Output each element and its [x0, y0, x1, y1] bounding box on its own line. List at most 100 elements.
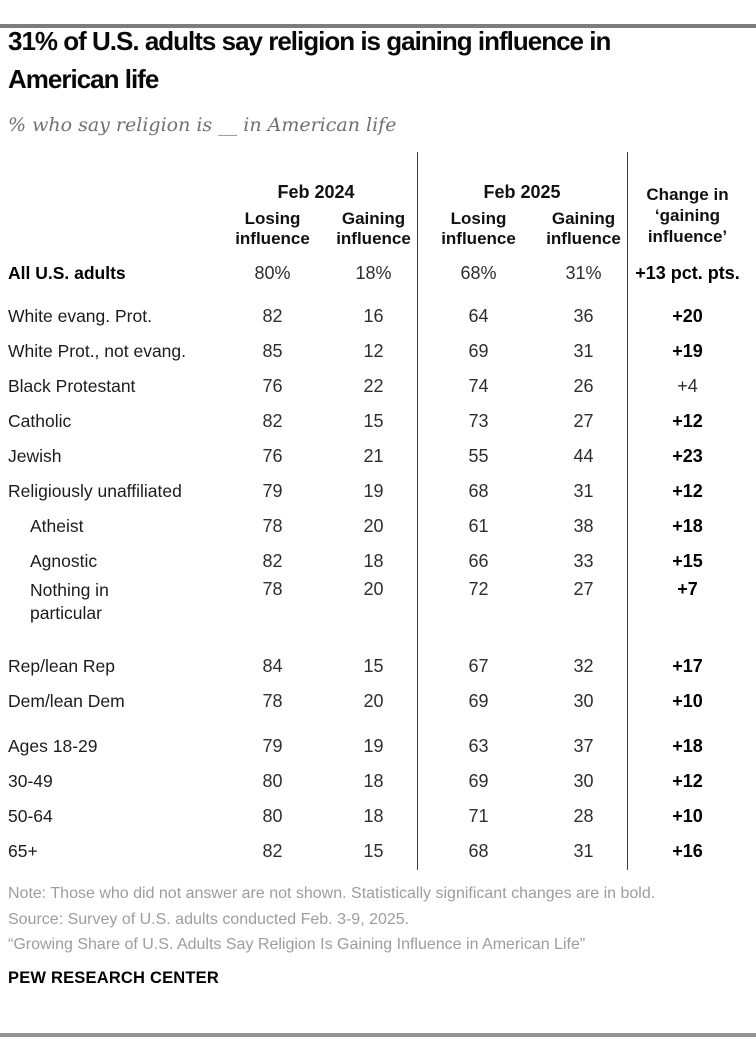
- change-cell: +19: [672, 341, 703, 361]
- change-cell: +15: [672, 551, 703, 571]
- value-cell: 19: [363, 736, 384, 756]
- value-cell: 32: [573, 656, 594, 676]
- value-cell: 61: [468, 516, 489, 536]
- table-row: Black Protestant 76 22 74 26 +4: [8, 369, 748, 404]
- report-title-line: “Growing Share of U.S. Adults Say Religi…: [8, 936, 586, 953]
- value-cell: 55: [468, 446, 489, 466]
- row-label: Rep/lean Rep: [8, 656, 116, 676]
- value-cell: 16: [363, 306, 384, 326]
- source-line: Source: Survey of U.S. adults conducted …: [8, 910, 410, 928]
- table-row: 50-64 80 18 71 28 +10: [8, 799, 748, 834]
- change-cell: +16: [672, 841, 703, 861]
- value-cell: 26: [573, 376, 594, 396]
- value-cell: 18: [363, 551, 384, 571]
- change-cell: +12: [672, 771, 703, 791]
- value-cell: 69: [468, 691, 489, 711]
- value-cell: 37: [573, 736, 594, 756]
- value-cell: 66: [468, 551, 489, 571]
- column-header-2024-gaining: Gaining influence: [336, 209, 411, 248]
- value-cell: 82: [262, 841, 283, 861]
- value-cell: 31%: [565, 262, 602, 283]
- change-cell: +10: [672, 691, 703, 711]
- value-cell: 20: [363, 579, 384, 599]
- value-cell: 18: [363, 771, 384, 791]
- column-header-2024-losing: Losing influence: [235, 209, 310, 248]
- row-label: 65+: [8, 841, 38, 861]
- value-cell: 12: [363, 341, 384, 361]
- value-cell: 74: [468, 376, 489, 396]
- value-cell: 15: [363, 841, 384, 861]
- value-cell: 68: [468, 481, 489, 501]
- change-cell: +18: [672, 736, 703, 756]
- value-cell: 73: [468, 411, 489, 431]
- row-label: Religiously unaffiliated: [8, 481, 182, 501]
- data-table: Feb 2024 Feb 2025 Change in ‘gaining inf…: [8, 152, 748, 870]
- row-label: Dem/lean Dem: [8, 691, 125, 711]
- value-cell: 44: [573, 446, 594, 466]
- value-cell: 78: [262, 691, 283, 711]
- chart-subtitle: % who say religion is __ in American lif…: [8, 114, 397, 136]
- table-body: All U.S. adults 80% 18% 68% 31% +13 pct. pts.…: [8, 257, 748, 869]
- row-label: Nothing in particular: [30, 580, 109, 623]
- report-card: 31% of U.S. adults say religion is gaini…: [0, 22, 756, 988]
- row-label: Ages 18-29: [8, 736, 98, 756]
- value-cell: 15: [363, 656, 384, 676]
- pew-research-center-logo: PEW RESEARCH CENTER: [8, 968, 219, 987]
- value-cell: 19: [363, 481, 384, 501]
- column-header-2025-losing: Losing influence: [441, 209, 516, 248]
- value-cell: 76: [262, 446, 283, 466]
- value-cell: 69: [468, 771, 489, 791]
- value-cell: 20: [363, 691, 384, 711]
- column-group-feb-2024: Feb 2024: [277, 182, 355, 202]
- value-cell: 85: [262, 341, 283, 361]
- value-cell: 80%: [254, 262, 291, 283]
- change-cell: +7: [677, 579, 698, 599]
- value-cell: 30: [573, 691, 594, 711]
- row-label: Atheist: [30, 516, 84, 536]
- value-cell: 78: [262, 516, 283, 536]
- value-cell: 31: [573, 481, 594, 501]
- change-cell: +4: [677, 376, 698, 396]
- value-cell: 20: [363, 516, 384, 536]
- change-cell: +18: [672, 516, 703, 536]
- table-row: Dem/lean Dem 78 20 69 30 +10: [8, 684, 748, 719]
- row-label: 50-64: [8, 806, 53, 826]
- table-row: All U.S. adults 80% 18% 68% 31% +13 pct. pts.: [8, 257, 748, 289]
- value-cell: 78: [262, 579, 283, 599]
- row-label: Jewish: [8, 446, 62, 466]
- value-cell: 30: [573, 771, 594, 791]
- column-group-feb-2025: Feb 2025: [483, 182, 561, 202]
- value-cell: 27: [573, 579, 594, 599]
- value-cell: 18%: [355, 262, 392, 283]
- value-cell: 82: [262, 306, 283, 326]
- note-line: Note: Those who did not answer are not s…: [8, 885, 656, 902]
- page-title: 31% of U.S. adults say religion is gaini…: [8, 26, 611, 94]
- row-label: Agnostic: [30, 551, 98, 571]
- table-row: Atheist 78 20 61 38 +18: [8, 509, 748, 544]
- top-rule: [0, 24, 756, 28]
- row-label: Black Protestant: [8, 376, 136, 396]
- column-header-change: Change in ‘gaining influence’: [646, 185, 729, 246]
- table-row: White evang. Prot. 82 16 64 36 +20: [8, 299, 748, 334]
- change-cell: +10: [672, 806, 703, 826]
- table-row: Nothing in particular 78 20 72 27 +7: [8, 579, 748, 639]
- column-divider-2: [627, 152, 628, 870]
- table-header: Feb 2024 Feb 2025 Change in ‘gaining inf…: [8, 152, 748, 249]
- table-row: Jewish 76 21 55 44 +23: [8, 439, 748, 474]
- value-cell: 64: [468, 306, 489, 326]
- column-header-2025-gaining: Gaining influence: [546, 209, 621, 248]
- table-row: White Prot., not evang. 85 12 69 31 +19: [8, 334, 748, 369]
- table-row: Ages 18-29 79 19 63 37 +18: [8, 729, 748, 764]
- row-label: All U.S. adults: [8, 262, 126, 283]
- footnotes: Note: Those who did not answer are not s…: [8, 881, 748, 958]
- value-cell: 69: [468, 341, 489, 361]
- column-divider-1: [417, 152, 418, 870]
- change-cell: +17: [672, 656, 703, 676]
- table-row: Catholic 82 15 73 27 +12: [8, 404, 748, 439]
- table-row: 65+ 82 15 68 31 +16: [8, 834, 748, 869]
- value-cell: 31: [573, 841, 594, 861]
- value-cell: 79: [262, 481, 283, 501]
- bottom-rule: [0, 1033, 756, 1037]
- table-row: 30-49 80 18 69 30 +12: [8, 764, 748, 799]
- row-label: 30-49: [8, 771, 53, 791]
